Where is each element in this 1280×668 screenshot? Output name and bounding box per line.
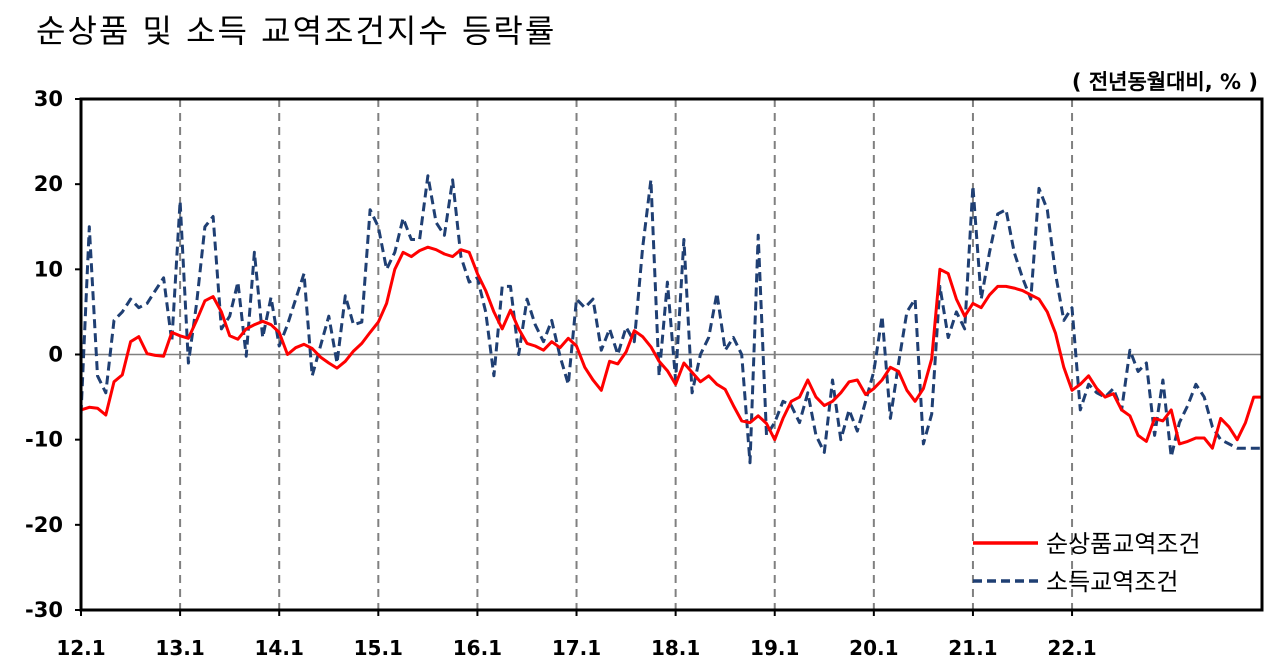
x-tick-label: 13.1 — [155, 636, 204, 660]
x-tick-label: 14.1 — [255, 636, 304, 660]
y-tick-label: -10 — [25, 428, 63, 452]
legend-label: 순상품교역조건 — [1046, 530, 1201, 558]
x-tick-label: 16.1 — [453, 636, 502, 660]
x-tick-label: 19.1 — [750, 636, 799, 660]
series-line-net-terms — [80, 245, 1262, 450]
y-tick-label: -30 — [25, 598, 63, 622]
x-tick-label: 18.1 — [651, 636, 700, 660]
y-tick-label: -20 — [25, 513, 63, 537]
y-tick-label: 0 — [48, 343, 63, 367]
y-axis-ticks: 30 20 10 0 -10 -20 -30 — [25, 87, 81, 622]
x-tick-label: 22.1 — [1047, 636, 1096, 660]
x-tick-label: 20.1 — [849, 636, 898, 660]
y-tick-label: 30 — [34, 87, 63, 111]
x-tick-label: 21.1 — [948, 636, 997, 660]
x-tick-label: 17.1 — [552, 636, 601, 660]
legend-label: 소득교역조건 — [1046, 568, 1178, 596]
series-layer — [79, 174, 1262, 465]
chart-title: 순상품 및 소득 교역조건지수 등락률 — [36, 12, 557, 50]
x-tick-label: 12.1 — [56, 636, 105, 660]
series-line-income-terms — [79, 174, 1262, 465]
y-tick-label: 20 — [34, 172, 63, 196]
unit-label: ( 전년동월대비, % ) — [1071, 70, 1258, 94]
y-tick-label: 10 — [34, 257, 63, 281]
x-axis-ticks: 12.1 13.1 14.1 15.1 16.1 17.1 18.1 19.1 20.1 21.1… — [56, 610, 1097, 660]
x-tick-label: 15.1 — [354, 636, 403, 660]
